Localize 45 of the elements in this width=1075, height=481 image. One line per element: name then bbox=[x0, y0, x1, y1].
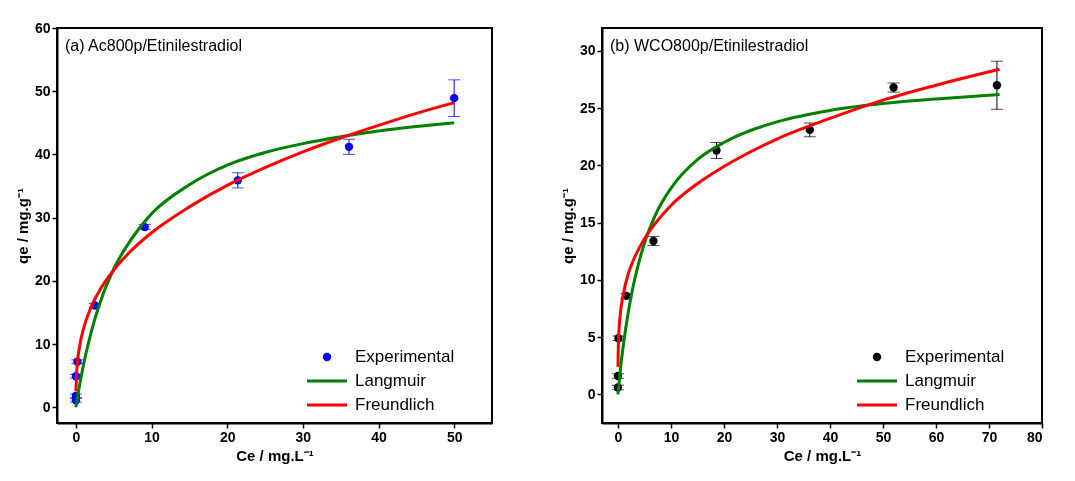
y-tick-label: 0 bbox=[587, 385, 596, 402]
y-axis-title: qe / mg.g⁻¹ bbox=[558, 188, 576, 264]
legend-label: Experimental bbox=[905, 347, 1005, 366]
y-tick-label: 60 bbox=[34, 19, 51, 36]
y-tick-label: 50 bbox=[34, 82, 51, 99]
x-tick-label: 10 bbox=[144, 428, 161, 445]
point bbox=[449, 93, 459, 103]
x-axis-title: Ce / mg.L⁻¹ bbox=[236, 446, 314, 464]
y-tick-label: 5 bbox=[587, 328, 596, 345]
legend-label: Langmuir bbox=[355, 371, 427, 390]
legend-label: Freundlich bbox=[905, 395, 985, 414]
line-series bbox=[616, 92, 1002, 396]
y-tick-label: 25 bbox=[579, 99, 596, 116]
point bbox=[344, 142, 354, 151]
x-tick-label: 20 bbox=[716, 428, 733, 445]
y-tick-label: 30 bbox=[579, 42, 596, 59]
x-tick-label: 50 bbox=[446, 428, 463, 445]
x-tick-label: 70 bbox=[981, 428, 998, 445]
x-axis-title: Ce / mg.L⁻¹ bbox=[783, 446, 862, 464]
y-tick-label: 15 bbox=[579, 214, 596, 231]
x-tick-label: 30 bbox=[769, 428, 786, 445]
y-axis-title: qe / mg.g⁻¹ bbox=[13, 188, 31, 264]
x-tick-label: 60 bbox=[928, 428, 945, 445]
y-tick-label: 10 bbox=[34, 335, 51, 352]
x-tick-label: 10 bbox=[663, 428, 680, 445]
x-tick-label: 30 bbox=[295, 428, 312, 445]
y-tick-label: 0 bbox=[42, 398, 51, 415]
y-tick-label: 30 bbox=[34, 209, 51, 226]
x-tick-label: 0 bbox=[614, 428, 623, 445]
y-tick-label: 20 bbox=[34, 272, 51, 289]
point bbox=[992, 81, 1002, 90]
y-tick-label: 20 bbox=[579, 156, 596, 173]
y-tick-label: 40 bbox=[34, 145, 51, 162]
legend-label: Experimental bbox=[355, 347, 455, 366]
x-tick-label: 80 bbox=[1026, 428, 1043, 445]
legend-label: Freundlich bbox=[355, 395, 435, 414]
x-tick-label: 50 bbox=[875, 428, 892, 445]
annotation: (b) WCO800p/Etinilestradiol bbox=[610, 37, 809, 54]
x-tick-label: 40 bbox=[822, 428, 839, 445]
x-tick-label: 40 bbox=[371, 428, 388, 445]
y-tick-label: 10 bbox=[579, 271, 596, 288]
legend-label: Langmuir bbox=[905, 371, 977, 390]
annotation: (a) Ac800p/Etinilestradiol bbox=[65, 37, 242, 54]
x-tick-label: 20 bbox=[219, 428, 236, 445]
x-tick-label: 0 bbox=[72, 428, 81, 445]
